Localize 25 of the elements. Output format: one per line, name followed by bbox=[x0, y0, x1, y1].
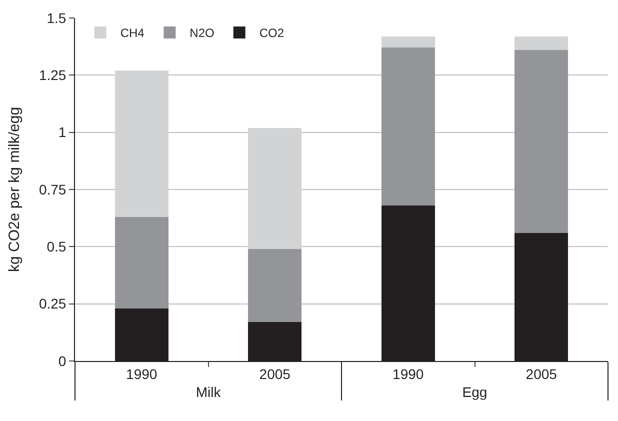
x-tick-label: 1990 bbox=[126, 366, 158, 382]
x-tick-label: 2005 bbox=[259, 366, 291, 382]
x-tick-label: 1990 bbox=[392, 366, 424, 382]
bar bbox=[514, 36, 568, 50]
text: Egg bbox=[462, 384, 488, 400]
y-tick-label: 1.5 bbox=[46, 10, 66, 26]
y-tick-label: 0 bbox=[58, 352, 66, 369]
x-tick-label: 2005 bbox=[526, 366, 558, 382]
bar bbox=[248, 248, 302, 322]
legend-label: CH4 bbox=[120, 26, 145, 40]
bar bbox=[381, 36, 435, 48]
y-tick-label: 0.25 bbox=[38, 296, 66, 312]
bar bbox=[114, 216, 168, 308]
bar bbox=[114, 70, 168, 217]
text: Milk bbox=[196, 384, 222, 400]
legend-label: N2O bbox=[190, 26, 214, 40]
y-tick-label: 0.5 bbox=[46, 238, 66, 255]
bar bbox=[514, 50, 568, 233]
legend-label: CO2 bbox=[259, 26, 284, 40]
y-tick-label: 1.25 bbox=[38, 67, 66, 84]
bar bbox=[381, 48, 435, 206]
bar bbox=[248, 128, 302, 249]
y-axis-title: kg CO2e per kg milk/egg bbox=[6, 106, 24, 272]
y-tick-label: 1 bbox=[58, 124, 66, 140]
y-tick-label: 0.75 bbox=[38, 181, 66, 198]
